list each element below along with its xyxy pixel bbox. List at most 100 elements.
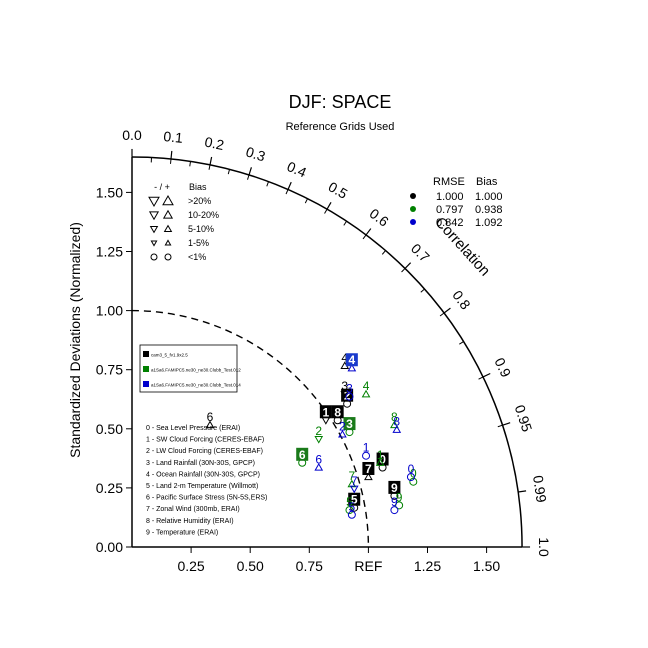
model-legend-name: a1Sa6.FAMIPC5.ne30_ne30.Clubb_Test.012 — [151, 368, 241, 373]
point-label: 6 — [315, 453, 322, 467]
point-label-box — [343, 417, 356, 431]
data-point: 0 — [406, 462, 415, 481]
bias-legend-plus — [163, 224, 173, 233]
bias-marker — [345, 506, 354, 515]
bias-marker — [349, 485, 359, 494]
data-point: 9 — [390, 495, 399, 515]
bias-marker — [392, 425, 402, 433]
point-label: 9 — [396, 490, 403, 504]
bias-marker — [345, 392, 354, 401]
variable-legend-item: 6 - Pacific Surface Stress (5N-5S,ERS) — [146, 495, 267, 502]
data-point: 7 — [349, 474, 359, 494]
point-label: 4 — [363, 379, 370, 393]
point-label: 8 — [393, 415, 400, 429]
corr-tick — [248, 167, 252, 176]
corr-tick-label: 0.2 — [203, 134, 225, 154]
corr-minor-tick — [304, 198, 308, 204]
point-label: 7 — [349, 469, 356, 483]
bias-marker — [314, 436, 324, 444]
variable-legend-item: 2 - LW Cloud Forcing (CERES-EBAF) — [146, 448, 263, 455]
x-tick-label: 0.75 — [296, 558, 323, 574]
corr-tick — [209, 156, 213, 165]
corr-tick — [518, 490, 527, 493]
y-tick-label: 0.25 — [96, 480, 123, 496]
corr-tick-label: 0.4 — [285, 158, 309, 181]
bias-marker — [361, 389, 371, 398]
stats-color-dot — [410, 193, 416, 199]
point-label-box — [331, 405, 344, 419]
data-point: 2 — [314, 424, 324, 444]
point-label-box — [345, 353, 358, 367]
model-legend-name: a1Sa6.FAMIPC5.ne30_ne30.Clubb_Test.014 — [151, 383, 241, 388]
data-point: 5 — [348, 492, 361, 512]
corr-tick — [170, 150, 173, 159]
corr-tick-label: 1.0 — [536, 537, 552, 557]
model-legend-swatch — [143, 351, 149, 357]
stats-rmse-header: RMSE — [433, 176, 465, 188]
chart-subtitle: Reference Grids Used — [286, 121, 395, 133]
variable-legend-item: 8 - Relative Humidity (ERAI) — [146, 518, 234, 525]
y-tick-label: 1.50 — [96, 184, 123, 200]
bias-legend-label: 10-20% — [188, 210, 219, 220]
model-legend-swatch — [143, 381, 149, 387]
corr-minor-tick — [266, 181, 269, 187]
data-point: 1 — [362, 441, 371, 460]
model-legend-swatch — [143, 366, 149, 372]
corr-minor-tick — [478, 376, 484, 380]
y-tick-label: 0.50 — [96, 421, 123, 437]
data-point: 7 — [362, 461, 375, 481]
point-label: 2 — [339, 419, 346, 433]
stats-bias-value: 1.092 — [475, 217, 503, 229]
y-tick-label: 1.25 — [96, 244, 123, 260]
model-legend-name: cam3_5_fv1.9x2.5 — [151, 353, 188, 358]
corr-tick — [326, 201, 332, 210]
point-label: 5 — [351, 493, 358, 507]
point-label: 5 — [346, 495, 353, 509]
bias-marker — [347, 510, 356, 519]
corr-minor-tick — [285, 189, 289, 195]
bias-marker — [364, 472, 373, 481]
point-label-box — [348, 492, 361, 506]
bias-legend-minus — [148, 196, 160, 208]
stats-color-dot — [410, 206, 416, 212]
bias-marker — [205, 420, 215, 429]
corr-tick-label: 0.7 — [408, 240, 433, 265]
legends-layer: - / + Bias >20% 10-20% 5-10% 1-5% <1% RMSE Bias 1… — [139, 176, 503, 536]
corr-tick-label: 0.1 — [163, 128, 184, 146]
corr-tick — [502, 422, 511, 426]
data-point: 7 — [347, 469, 357, 488]
corr-minor-tick — [170, 158, 172, 164]
corr-tick-label: 0.5 — [326, 178, 351, 202]
data-point: 8 — [392, 415, 402, 433]
point-label-box — [319, 405, 332, 419]
corr-minor-tick — [459, 341, 464, 345]
stats-rmse-value: 0.842 — [436, 217, 464, 229]
point-label: 5 — [349, 500, 356, 514]
bias-legend-minus — [148, 211, 160, 221]
data-point: 5 — [347, 500, 356, 519]
bias-marker — [390, 420, 399, 429]
corr-minor-tick — [208, 164, 211, 170]
bias-marker — [347, 479, 357, 488]
point-label: 0 — [408, 462, 415, 476]
point-label: 7 — [365, 462, 372, 476]
data-point: 1 — [375, 448, 385, 466]
point-label: 1 — [377, 448, 384, 462]
bias-legend-minus — [149, 225, 159, 234]
bias-legend-label: >20% — [188, 196, 211, 206]
corr-tick-label: 0.99 — [530, 474, 550, 503]
data-point: 6 — [205, 410, 215, 429]
stats-bias-value: 1.000 — [475, 191, 503, 203]
corr-minor-tick — [324, 208, 328, 214]
point-label: 8 — [334, 405, 341, 419]
variable-legend-item: 0 - Sea Level Pressure (ERAI) — [146, 425, 240, 432]
variable-legend-item: 4 - Ocean Rainfall (30N-30S, GPCP) — [146, 471, 260, 478]
variable-legend-item: 3 - Land Rainfall (30N-30S, GPCP) — [146, 460, 255, 467]
data-point: 0 — [409, 467, 418, 486]
bias-legend-plus — [164, 239, 172, 246]
variable-legend-item: 1 - SW Cloud Forcing (CERES-EBAF) — [146, 437, 264, 444]
data-point: 1 — [319, 405, 332, 425]
corr-tick — [443, 307, 451, 314]
point-label: 4 — [341, 351, 348, 365]
